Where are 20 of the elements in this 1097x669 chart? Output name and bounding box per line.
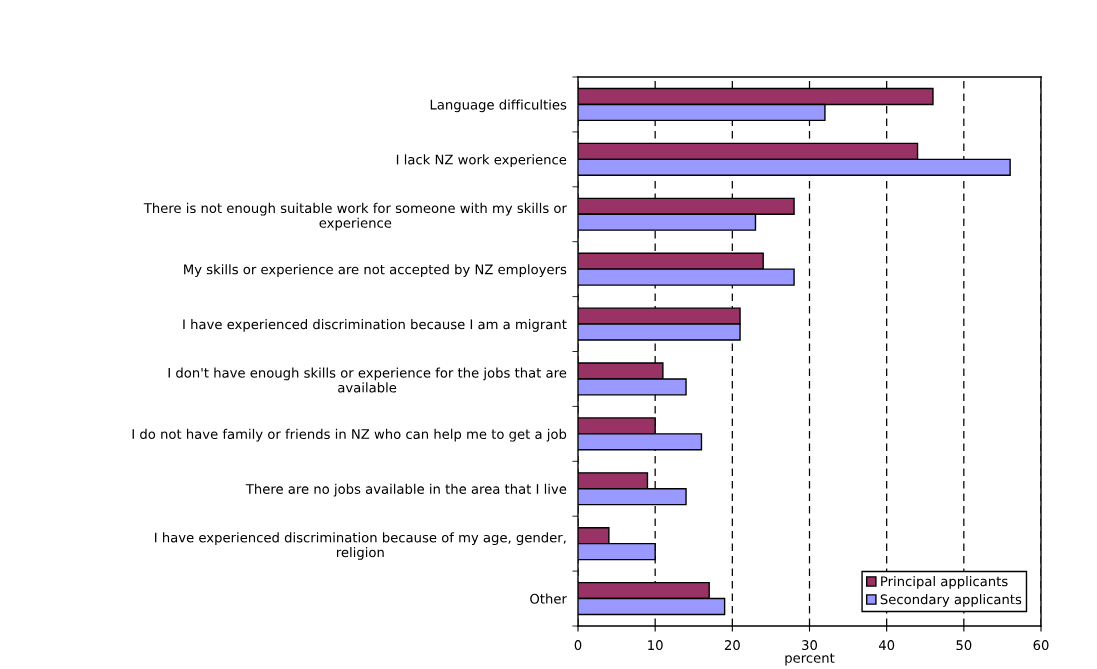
y-tick-label: There is not enough suitable work for someone with my skills or experience: [143, 202, 567, 231]
x-tick-label: 30: [802, 640, 818, 651]
y-tick-label: I don't have enough skills or experience for the jobs that are available: [168, 367, 567, 393]
x-tick-label: 0: [574, 640, 582, 651]
legend-label: Secondary applicants: [880, 594, 1022, 607]
y-tick-label: I lack NZ work experience: [396, 154, 567, 168]
x-tick-label: 60: [1033, 640, 1049, 651]
x-tick-label: 40: [878, 640, 895, 651]
x-tick-label: 10: [648, 640, 663, 651]
y-tick-label: I have experienced discrimination because of my age, gender, religion: [155, 532, 566, 560]
y-tick-label: I do not have family or friends in NZ who can help me to get a job: [132, 428, 567, 442]
y-tick-label: My skills or experience are not accepted by NZ employers: [184, 264, 567, 277]
y-tick-label: I have experienced discrimination because I am a migrant: [183, 319, 567, 332]
legend-label: Principal applicants: [881, 576, 1008, 589]
y-tick-label: Other: [530, 593, 567, 604]
y-tick-label: Language difficulties: [430, 99, 567, 113]
y-tick-label: There are no jobs available in the area that I live: [245, 483, 567, 497]
x-tick-label: 20: [724, 640, 740, 651]
x-axis-title: percent: [785, 653, 835, 666]
x-tick-label: 50: [956, 640, 972, 651]
